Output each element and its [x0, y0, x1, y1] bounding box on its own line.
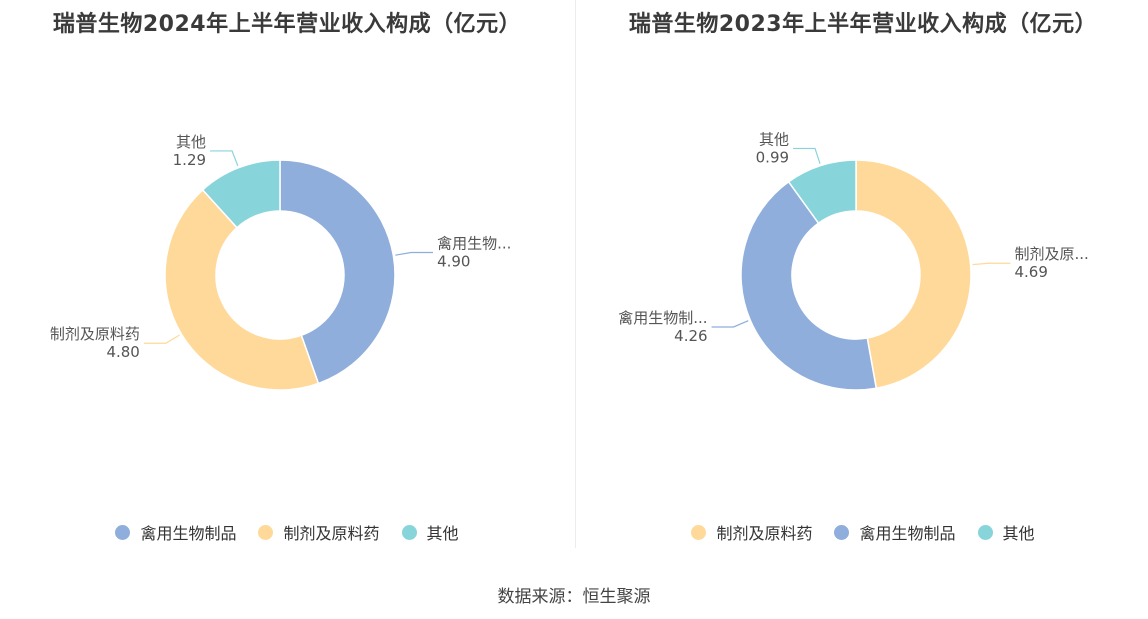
slice-label-value: 0.99 [756, 148, 789, 166]
slice-label-value: 1.29 [173, 151, 206, 169]
chart-2023-panel: 瑞普生物2023年上半年营业收入构成（亿元） 制剂及原... 4.69 禽用生物制.… [576, 0, 1148, 560]
legend-item[interactable]: 制剂及原料药 [691, 520, 812, 544]
legend-label: 制剂及原料药 [283, 524, 380, 543]
donut-slice[interactable] [787, 159, 857, 225]
chart-title: 瑞普生物2024年上半年营业收入构成（亿元） [52, 12, 522, 37]
donut-slice[interactable] [201, 159, 281, 229]
legend-item[interactable]: 其他 [401, 520, 459, 544]
legend-dot-icon [401, 524, 417, 540]
legend-dot-icon [834, 524, 850, 540]
donut-chart-2023: 制剂及原...4.69 禽用生物制...4.26 其他0.99 [618, 130, 1089, 391]
legend-item[interactable]: 禽用生物制品 [115, 520, 236, 544]
slice-label-value: 4.90 [437, 252, 470, 270]
slice-label-name: 其他 [176, 133, 206, 151]
slice-label-leader-line [793, 147, 821, 164]
slice-label-value: 4.80 [106, 343, 139, 361]
legend-label: 禽用生物制品 [859, 524, 956, 543]
slice-label-name: 制剂及原料药 [50, 325, 140, 343]
legend-dot-icon [258, 524, 274, 540]
legend-item[interactable]: 制剂及原料药 [258, 520, 380, 544]
slice-label-value: 4.69 [1014, 263, 1047, 281]
slice-label-name: 其他 [759, 130, 789, 148]
donut-slice[interactable] [740, 180, 878, 391]
slice-label-name: 禽用生物... [437, 234, 511, 252]
legend-dot-icon [115, 524, 131, 540]
legend-item[interactable]: 其他 [977, 520, 1035, 544]
donut-slice[interactable] [164, 188, 320, 391]
chart-legend: 制剂及原料药 禽用生物制品 其他 [576, 520, 1148, 544]
slice-label-name: 禽用生物制... [618, 309, 707, 327]
slice-label-leader-line [972, 262, 1011, 266]
legend-item[interactable]: 禽用生物制品 [834, 520, 956, 544]
chart-legend: 禽用生物制品 制剂及原料药 其他 [0, 520, 574, 544]
legend-dot-icon [977, 524, 993, 540]
donut-slice[interactable] [279, 159, 396, 385]
slice-label-leader-line [210, 150, 239, 167]
slice-label-leader-line [143, 334, 180, 344]
data-source-note: 数据来源：恒生聚源 [497, 587, 651, 607]
slice-label-value: 4.26 [674, 327, 707, 345]
chart-2024-panel: 瑞普生物2024年上半年营业收入构成（亿元） 禽用生物... 4.90 制剂及原料药… [0, 0, 574, 560]
legend-label: 制剂及原料药 [716, 524, 813, 543]
legend-dot-icon [691, 524, 707, 540]
legend-label: 其他 [1002, 524, 1035, 543]
slice-label-name: 制剂及原... [1014, 245, 1088, 263]
legend-label: 其他 [426, 524, 459, 543]
slice-label-leader-line [711, 320, 749, 328]
chart-title: 瑞普生物2023年上半年营业收入构成（亿元） [628, 12, 1098, 37]
donut-slice[interactable] [855, 159, 972, 390]
slice-label-leader-line [395, 251, 434, 256]
panel-divider [575, 0, 576, 548]
legend-label: 禽用生物制品 [140, 524, 237, 543]
